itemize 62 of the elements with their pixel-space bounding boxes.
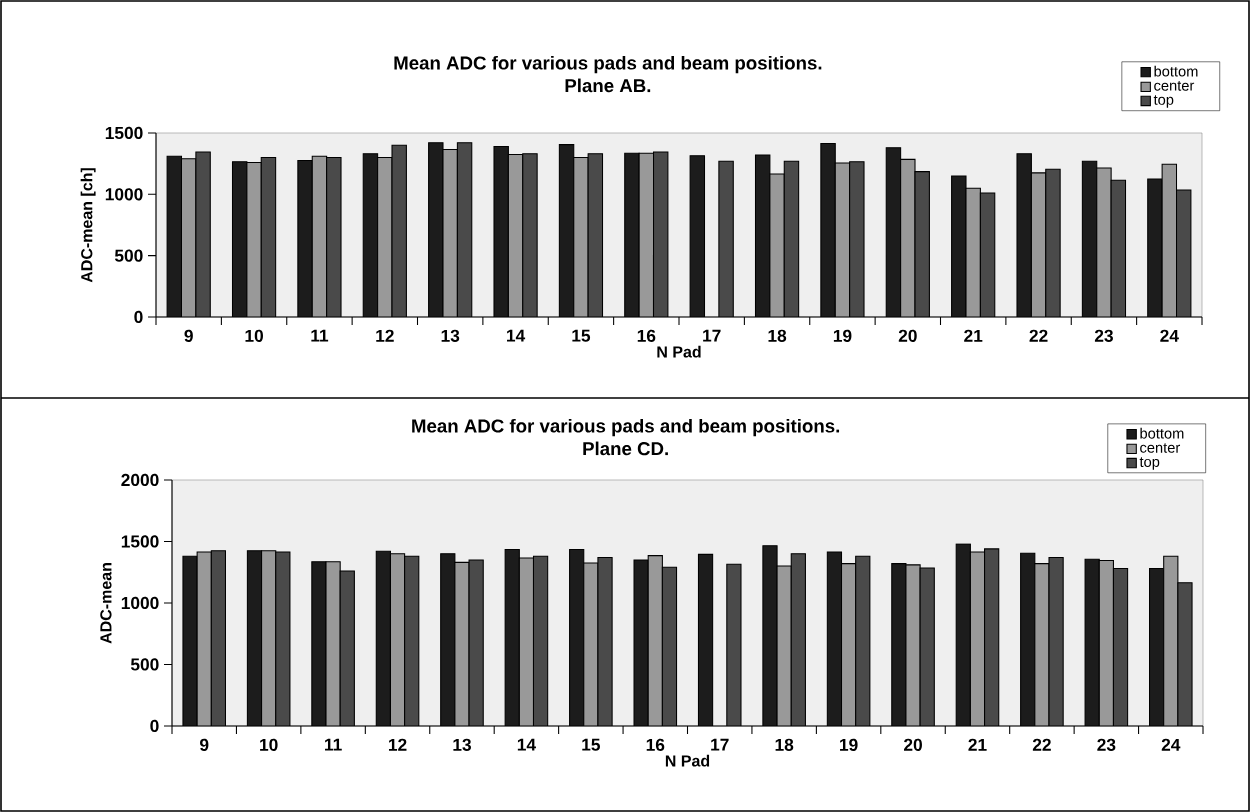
legend-label: bottom: [1140, 427, 1184, 439]
x-tick-label: 15: [572, 329, 591, 342]
y-tick-label: 0: [134, 310, 143, 324]
bar: [849, 161, 865, 317]
y-tick-label: 2000: [121, 473, 159, 487]
chart-title: Mean ADC for various pads and beam positions.: [394, 55, 822, 74]
x-tick-label: 11: [311, 329, 329, 342]
x-tick-label: 17: [711, 738, 729, 751]
x-tick-label: 13: [441, 329, 460, 342]
x-tick-label: 22: [1029, 329, 1048, 342]
x-axis-title: N Pad: [665, 754, 710, 767]
x-tick-label: 15: [582, 738, 601, 751]
x-tick-label: 19: [833, 329, 852, 342]
x-tick-label: 17: [703, 329, 721, 342]
x-tick-label: 14: [517, 738, 536, 751]
bar: [261, 157, 276, 317]
bar: [326, 157, 342, 317]
x-tick-label: 16: [637, 329, 656, 342]
y-tick-label: 500: [130, 658, 159, 671]
x-tick-label: 18: [768, 329, 787, 342]
x-tick-label: 22: [1032, 738, 1051, 751]
x-tick-label: 21: [964, 329, 983, 342]
x-tick-label: 16: [646, 738, 665, 751]
x-tick-label: 12: [376, 329, 394, 342]
bar: [457, 142, 472, 317]
x-tick-label: 20: [904, 738, 922, 751]
legend-label: top: [1153, 95, 1174, 108]
x-tick-label: 9: [184, 329, 193, 342]
x-tick-label: 21: [968, 738, 987, 751]
x-axis-title: N Pad: [657, 345, 701, 358]
x-tick-label: 23: [1094, 329, 1113, 342]
bar: [588, 153, 603, 317]
bar: [522, 153, 538, 317]
y-axis-title: ADC-mean [ch]: [80, 168, 96, 283]
y-tick-label: 500: [114, 249, 143, 262]
x-tick-label: 24: [1160, 329, 1179, 342]
legend-label: bottom: [1154, 65, 1198, 77]
x-tick-label: 18: [775, 738, 794, 751]
x-tick-label: 11: [325, 738, 342, 751]
x-tick-label: 10: [245, 329, 263, 342]
x-tick-label: 9: [200, 738, 209, 751]
y-axis-title: ADC-mean: [100, 563, 112, 644]
x-tick-label: 23: [1097, 738, 1116, 751]
chart-subtitle: Plane AB.: [565, 78, 651, 93]
legend-label: center: [1140, 443, 1181, 453]
chart-title: Mean ADC for various pads and beam positions.: [412, 418, 840, 437]
x-tick-label: 10: [260, 738, 278, 751]
y-tick-label: 1500: [105, 126, 143, 140]
x-tick-label: 12: [388, 738, 407, 751]
x-tick-label: 13: [453, 738, 471, 751]
legend-label: center: [1154, 81, 1195, 91]
x-tick-label: 19: [840, 738, 858, 751]
bar: [915, 171, 930, 317]
x-tick-label: 20: [898, 329, 917, 342]
x-tick-label: 14: [507, 329, 526, 342]
x-tick-label: 24: [1161, 738, 1181, 751]
y-tick-label: 1000: [121, 596, 159, 610]
legend-label: top: [1139, 457, 1160, 470]
y-tick-label: 1500: [121, 535, 159, 548]
y-tick-label: 1000: [105, 188, 143, 201]
chart-subtitle: Plane CD.: [583, 441, 668, 456]
y-tick-label: 0: [150, 719, 159, 733]
